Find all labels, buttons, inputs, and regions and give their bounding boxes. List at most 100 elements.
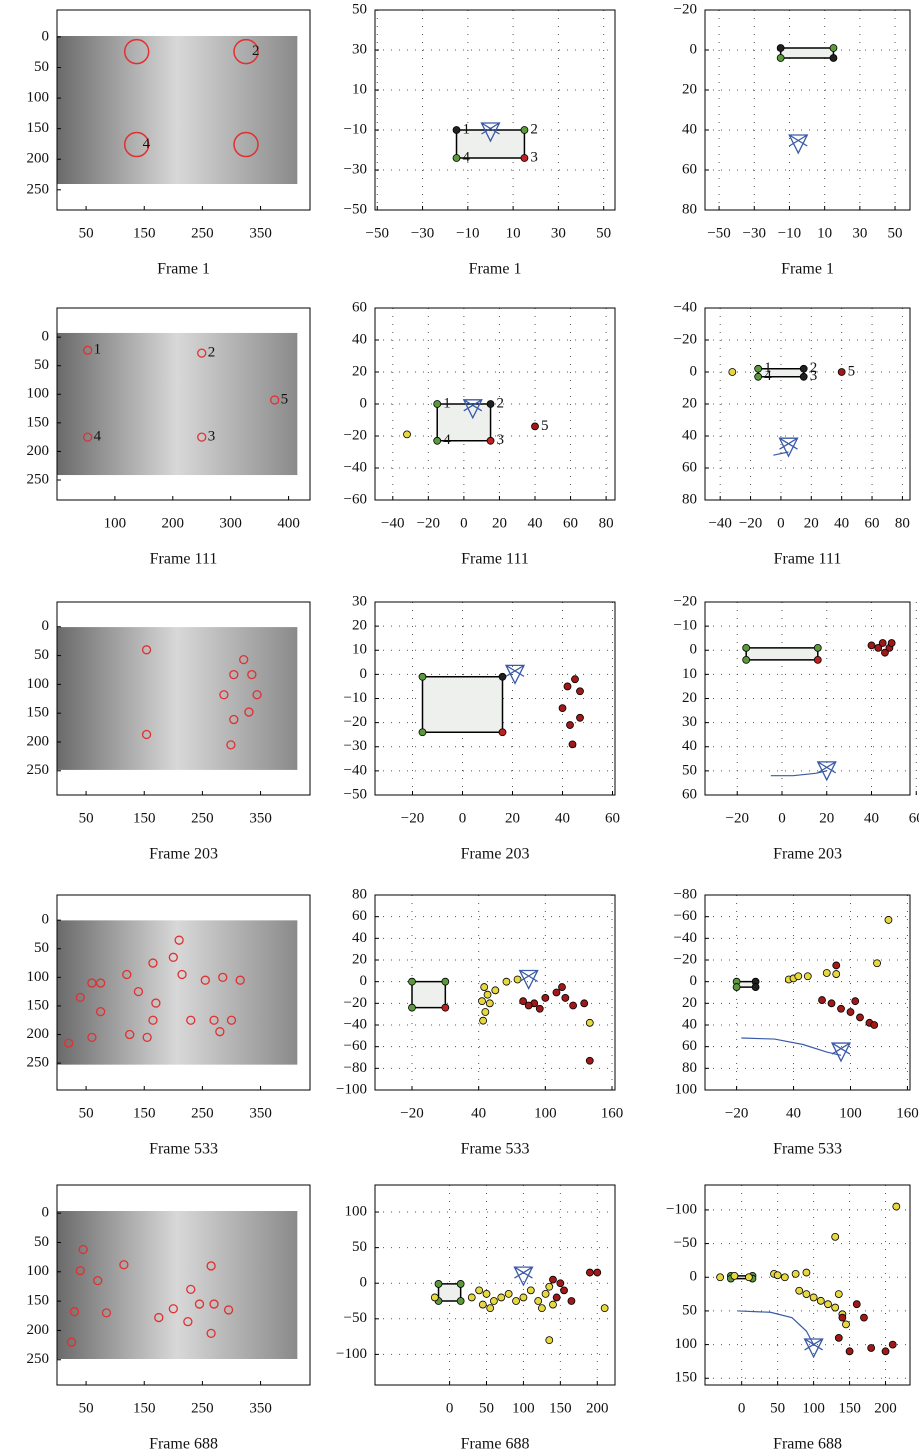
- landmark: [482, 1289, 491, 1298]
- landmark: [580, 999, 589, 1008]
- feature-point: [235, 975, 245, 985]
- x-tick-label: 150: [133, 1105, 156, 1121]
- y-tick-label: −100: [666, 1201, 697, 1217]
- y-tick-label: −10: [344, 121, 367, 137]
- y-tick-label: 20: [352, 951, 367, 967]
- landmark: [403, 430, 411, 439]
- feature-point: [141, 645, 152, 655]
- y-tick-label: 20: [682, 81, 697, 97]
- x-tick-label: 100: [104, 515, 127, 531]
- landmark: [504, 1289, 513, 1298]
- landmark: [519, 1293, 528, 1302]
- x-tick-label: 250: [191, 225, 214, 241]
- landmark: [498, 728, 507, 737]
- landmark: [560, 1286, 568, 1295]
- point-label: 4: [143, 136, 151, 152]
- landmark: [829, 44, 838, 52]
- caption: Frame 203: [149, 846, 218, 863]
- landmark: [600, 1304, 609, 1313]
- y-tick-label: 0: [42, 912, 50, 928]
- axes-frame: [374, 601, 616, 796]
- landmark: [837, 1004, 845, 1013]
- landmark: [838, 1313, 847, 1322]
- feature-point: [125, 1029, 135, 1040]
- panel: −40 −20 0 20 40 60 80 60 40 20 0 −20 −40 −60 Frame 111…: [344, 299, 616, 568]
- landmark-patch: [779, 47, 835, 59]
- landmark: [478, 997, 486, 1006]
- caption: Frame 533: [149, 1141, 218, 1158]
- y-tick-label: −40: [344, 762, 367, 778]
- x-tick-label: 50: [79, 225, 94, 241]
- landmark: [851, 997, 860, 1006]
- y-tick-label: 40: [352, 331, 367, 347]
- landmark: [512, 1297, 520, 1305]
- x-tick-label: 20: [505, 810, 520, 826]
- point-label: 3: [208, 429, 216, 445]
- panel: 0 50 100 150 200 −100 −50 0 50 100 150 Frame 688: [666, 1184, 911, 1453]
- feature-point: [168, 1304, 178, 1314]
- x-tick-label: −10: [456, 225, 479, 241]
- x-tick-label: 200: [586, 1400, 609, 1416]
- y-tick-label: −40: [344, 459, 367, 475]
- landmark: [773, 1271, 782, 1280]
- y-tick-label: 20: [352, 363, 367, 379]
- y-tick-label: 0: [690, 363, 698, 379]
- point-label: 2: [530, 121, 538, 137]
- feature-point: [244, 707, 254, 717]
- feature-point: [218, 972, 228, 982]
- landmark: [558, 704, 567, 713]
- caption: Frame 203: [773, 846, 842, 863]
- landmark: [568, 740, 577, 749]
- y-tick-label: 40: [682, 1016, 697, 1032]
- landmark: [744, 1273, 753, 1282]
- y-tick-label: −80: [674, 886, 697, 902]
- landmark: [502, 977, 511, 986]
- x-tick-label: 350: [249, 810, 272, 826]
- camera-image: [57, 627, 298, 770]
- landmark: [541, 994, 550, 1002]
- landmark: [485, 999, 494, 1008]
- caption: Frame 688: [461, 1436, 530, 1450]
- y-tick-label: 100: [675, 1081, 698, 1097]
- x-tick-label: 50: [79, 1400, 94, 1416]
- feature-point: [252, 690, 262, 700]
- landmark: [845, 1347, 854, 1356]
- x-tick-label: 250: [191, 810, 214, 826]
- landmark: [585, 1268, 594, 1277]
- y-tick-label: 200: [27, 443, 50, 459]
- x-tick-label: 250: [191, 1105, 214, 1121]
- x-tick-label: 150: [133, 225, 156, 241]
- caption: Frame 1: [781, 261, 834, 278]
- landmark: [430, 1293, 439, 1302]
- x-tick-label: 40: [834, 515, 849, 531]
- y-tick-label: 50: [682, 762, 697, 778]
- point-label: 2: [252, 43, 260, 59]
- landmark: [552, 988, 561, 997]
- landmark: [832, 970, 841, 978]
- landmark: [545, 1336, 554, 1345]
- y-tick-label: 0: [690, 41, 698, 57]
- y-tick-label: 0: [42, 329, 50, 345]
- landmark: [834, 1290, 843, 1298]
- panel: −20 0 20 40 60 −20 −10 0 10 20 30 40 50 60 Frame 203: [674, 593, 919, 862]
- landmark: [829, 54, 838, 62]
- point-label: 4: [94, 429, 102, 445]
- camera-pose: [778, 437, 799, 458]
- caption: Frame 688: [773, 1436, 842, 1450]
- landmark: [585, 1018, 594, 1027]
- landmark: [795, 1286, 804, 1295]
- point-label: 3: [497, 432, 505, 448]
- point-label: 5: [281, 391, 289, 407]
- feature-point: [206, 1328, 216, 1339]
- x-tick-label: 350: [249, 1105, 272, 1121]
- landmark: [552, 1293, 561, 1302]
- x-tick-label: 50: [79, 810, 94, 826]
- landmark: [526, 1286, 535, 1295]
- camera-image: [57, 1211, 298, 1359]
- y-tick-label: 250: [27, 181, 50, 197]
- landmark: [852, 1300, 861, 1309]
- y-tick-label: −40: [344, 1016, 367, 1032]
- feature-point: [101, 1308, 112, 1318]
- y-tick-label: 250: [27, 1055, 50, 1071]
